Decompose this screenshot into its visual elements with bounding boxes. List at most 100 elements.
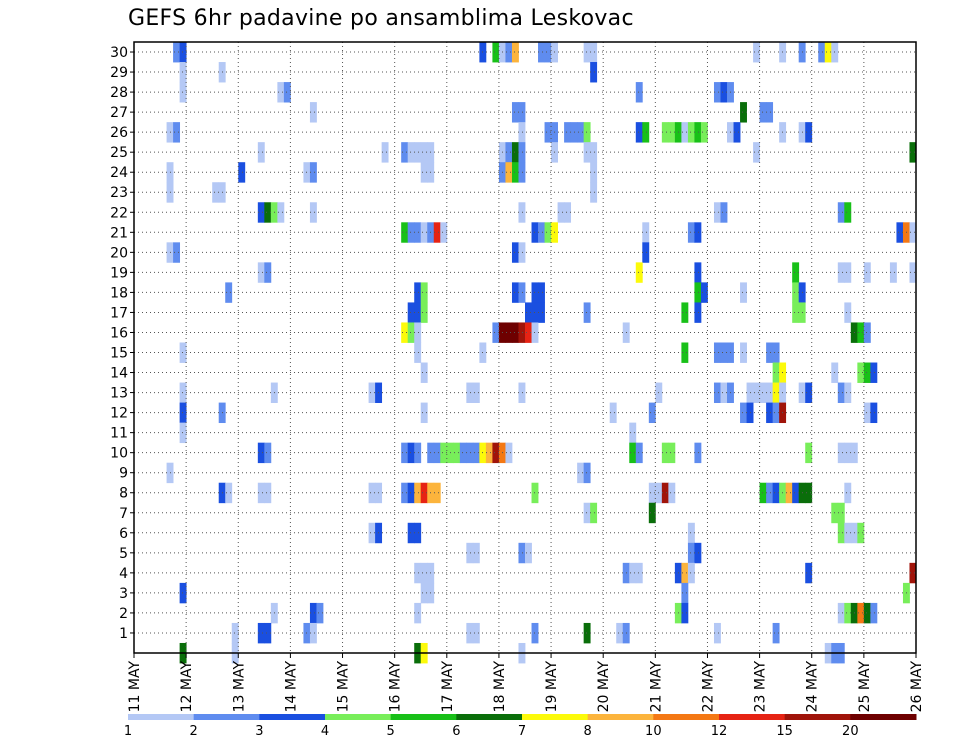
heatmap-cell bbox=[844, 602, 852, 624]
heatmap-cell bbox=[681, 562, 689, 584]
heatmap-cell bbox=[544, 42, 552, 63]
heatmap-cell bbox=[414, 322, 422, 343]
heatmap-cell bbox=[687, 122, 695, 143]
heatmap-cell bbox=[420, 282, 428, 303]
heatmap-cell bbox=[179, 342, 187, 363]
colorbar-swatch bbox=[653, 714, 720, 720]
heatmap-cell bbox=[642, 122, 650, 143]
heatmap-cell bbox=[889, 262, 897, 283]
heatmap-cell bbox=[694, 262, 702, 283]
x-tick-label: 15 MAY bbox=[336, 661, 352, 713]
heatmap-cell bbox=[635, 562, 643, 584]
colorbar-label: 4 bbox=[321, 724, 329, 739]
heatmap-cell bbox=[538, 42, 545, 63]
heatmap-cell bbox=[407, 522, 415, 544]
y-tick-label: 30 bbox=[110, 45, 128, 61]
heatmap-cell bbox=[590, 142, 598, 163]
heatmap-cell bbox=[844, 262, 852, 283]
heatmap-cell bbox=[805, 122, 813, 143]
heatmap-cell bbox=[642, 222, 650, 243]
heatmap-cell bbox=[420, 562, 428, 584]
y-tick-label: 6 bbox=[119, 526, 128, 542]
heatmap-cell bbox=[583, 502, 591, 524]
heatmap-cell bbox=[590, 42, 598, 63]
heatmap-cell bbox=[420, 162, 428, 183]
colorbar-label: 3 bbox=[255, 724, 263, 739]
heatmap-cell bbox=[440, 442, 448, 464]
colorbar-label: 6 bbox=[452, 724, 460, 739]
heatmap-cell bbox=[381, 142, 389, 163]
heatmap-cell bbox=[407, 442, 415, 464]
heatmap-cell bbox=[525, 302, 532, 323]
heatmap-cell bbox=[759, 102, 767, 123]
heatmap-cell bbox=[687, 222, 695, 243]
heatmap-cell bbox=[518, 322, 526, 343]
heatmap-cell bbox=[525, 322, 532, 343]
heatmap-cell bbox=[648, 502, 656, 524]
heatmap-cell bbox=[492, 322, 500, 343]
heatmap-cell bbox=[687, 522, 695, 544]
heatmap-cell bbox=[661, 442, 669, 464]
heatmap-cell bbox=[420, 482, 428, 504]
x-tick-label: 24 MAY bbox=[805, 661, 821, 713]
x-tick-label: 20 MAY bbox=[596, 661, 612, 713]
heatmap-cell bbox=[837, 442, 845, 464]
heatmap-cell bbox=[837, 202, 845, 223]
heatmap-cell bbox=[173, 242, 181, 263]
heatmap-cell bbox=[694, 122, 702, 143]
heatmap-cell bbox=[420, 302, 428, 323]
heatmap-cell bbox=[837, 602, 845, 624]
heatmap-cell bbox=[668, 122, 676, 143]
heatmap-cell bbox=[466, 622, 474, 644]
heatmap-cell bbox=[648, 482, 656, 504]
heatmap-cell bbox=[472, 622, 480, 644]
heatmap-cell bbox=[264, 622, 272, 644]
y-tick-label: 8 bbox=[119, 486, 128, 502]
heatmap-cell bbox=[713, 342, 721, 363]
heatmap-cell bbox=[420, 582, 428, 604]
heatmap-cell bbox=[863, 402, 871, 424]
heatmap-cell bbox=[766, 342, 774, 363]
y-tick-label: 12 bbox=[110, 406, 128, 422]
colorbar-label: 20 bbox=[842, 724, 859, 739]
x-tick-label: 26 MAY bbox=[909, 661, 925, 713]
y-tick-label: 10 bbox=[110, 446, 128, 462]
heatmap-cell bbox=[511, 162, 519, 183]
heatmap-cell bbox=[179, 62, 187, 83]
heatmap-cell bbox=[740, 102, 747, 123]
heatmap-cell bbox=[309, 102, 317, 123]
heatmap-cell bbox=[433, 222, 441, 243]
heatmap-cell bbox=[538, 282, 545, 303]
heatmap-cell bbox=[863, 262, 871, 283]
x-tick-label: 23 MAY bbox=[753, 661, 769, 713]
heatmap-cell bbox=[863, 602, 871, 624]
heatmap-cell bbox=[414, 142, 422, 163]
heatmap-cell bbox=[505, 142, 513, 163]
heatmap-cell bbox=[401, 222, 409, 243]
heatmap-cell bbox=[694, 282, 702, 303]
heatmap-cell bbox=[538, 302, 545, 323]
heatmap-cell bbox=[590, 182, 598, 203]
heatmap-cell bbox=[857, 362, 865, 383]
heatmap-cell bbox=[792, 302, 800, 323]
heatmap-cell bbox=[805, 442, 813, 464]
heatmap-cell bbox=[844, 442, 852, 464]
colorbar-label: 12 bbox=[711, 724, 728, 739]
colorbar-swatch bbox=[390, 714, 457, 720]
y-tick-label: 24 bbox=[110, 165, 128, 181]
colorbar-label: 7 bbox=[518, 724, 526, 739]
heatmap-cell bbox=[687, 542, 695, 564]
heatmap-cell bbox=[909, 222, 917, 243]
y-tick-label: 4 bbox=[119, 566, 128, 582]
heatmap-cell bbox=[909, 262, 917, 283]
heatmap-cell bbox=[577, 122, 585, 143]
x-tick-label: 12 MAY bbox=[179, 661, 195, 713]
heatmap-cell bbox=[511, 142, 519, 163]
heatmap-cell bbox=[264, 482, 272, 504]
heatmap-cell bbox=[857, 522, 865, 544]
y-tick-label: 2 bbox=[119, 606, 128, 622]
heatmap-cell bbox=[401, 142, 409, 163]
heatmap-cell bbox=[720, 382, 728, 403]
heatmap-cell bbox=[420, 402, 428, 424]
heatmap-cell bbox=[492, 42, 500, 63]
